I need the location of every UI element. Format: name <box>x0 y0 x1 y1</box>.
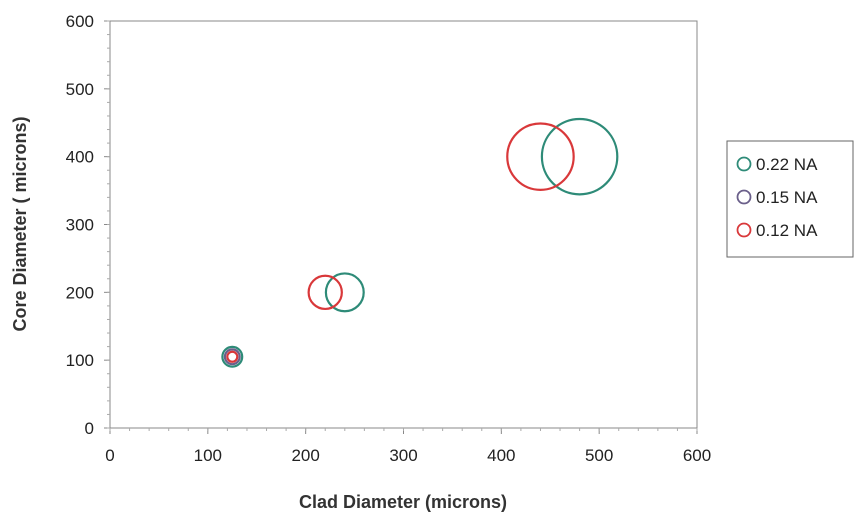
x-axis-ticks: 0 100 200 300 400 500 600 <box>105 428 711 465</box>
legend-marker <box>736 156 752 172</box>
point-series-0-1 <box>324 272 365 313</box>
point-series-2-0 <box>226 350 239 363</box>
legend-marker <box>736 189 752 205</box>
y-tick-label: 600 <box>66 12 94 31</box>
point-series-0-2 <box>540 117 619 196</box>
plot-area <box>109 20 698 429</box>
x-tick-label: 300 <box>389 446 417 465</box>
y-axis-ticks: 0 100 200 300 400 500 600 <box>66 12 110 438</box>
point-series-2-1 <box>307 274 343 311</box>
y-tick-label: 500 <box>66 80 94 99</box>
legend-label: 0.15 NA <box>756 188 818 207</box>
legend-box <box>726 140 854 258</box>
legend-items: 0.22 NA 0.15 NA 0.12 NA <box>736 155 818 240</box>
y-tick-label: 400 <box>66 148 94 167</box>
y-tick-label: 200 <box>66 283 94 302</box>
y-tick-label: 300 <box>66 216 94 235</box>
x-tick-label: 200 <box>291 446 319 465</box>
legend-label: 0.12 NA <box>756 221 818 240</box>
legend-marker <box>736 222 752 238</box>
legend-label: 0.22 NA <box>756 155 818 174</box>
y-axis-title: Core Diameter ( microns) <box>10 116 30 331</box>
data-points <box>221 117 619 368</box>
y-tick-label: 0 <box>85 419 94 438</box>
legend: 0.22 NA 0.15 NA 0.12 NA <box>726 140 854 258</box>
y-tick-label: 100 <box>66 351 94 370</box>
x-tick-label: 400 <box>487 446 515 465</box>
point-series-1-0 <box>223 348 241 366</box>
x-tick-label: 100 <box>194 446 222 465</box>
x-tick-label: 0 <box>105 446 114 465</box>
x-tick-label: 600 <box>683 446 711 465</box>
point-series-0-0 <box>221 345 244 368</box>
x-tick-label: 500 <box>585 446 613 465</box>
point-series-2-2 <box>506 122 575 191</box>
x-axis-title: Clad Diameter (microns) <box>299 492 507 512</box>
